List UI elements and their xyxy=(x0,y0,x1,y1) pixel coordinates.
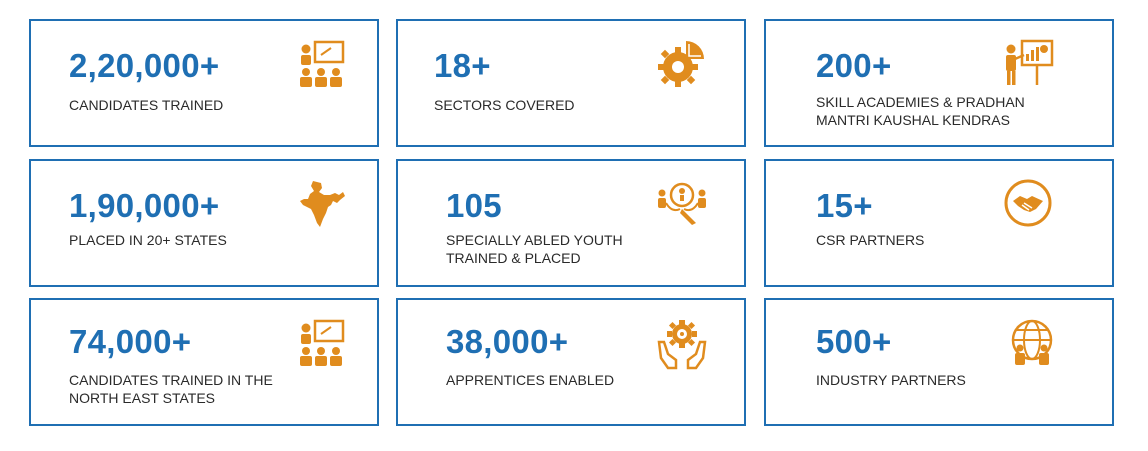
gear-pie-icon xyxy=(656,37,708,89)
stat-card-north-east: 74,000+ CANDIDATES TRAINED IN THE NORTH … xyxy=(29,298,379,426)
abled-youth-icon xyxy=(656,177,708,229)
stat-label: SKILL ACADEMIES & PRADHAN MANTRI KAUSHAL… xyxy=(816,94,1025,128)
stat-label: INDUSTRY PARTNERS xyxy=(816,372,966,388)
india-map-icon xyxy=(295,179,347,231)
stat-value: 38,000+ xyxy=(446,323,569,360)
stat-label: SECTORS COVERED xyxy=(434,97,575,113)
presentation-board-icon xyxy=(1002,37,1054,89)
stat-label: CANDIDATES TRAINED xyxy=(69,97,224,113)
stat-card-candidates-trained: 2,20,000+ CANDIDATES TRAINED xyxy=(29,19,379,147)
stat-card-placed-states: 1,90,000+ PLACED IN 20+ STATES xyxy=(29,159,379,287)
stat-label: CSR PARTNERS xyxy=(816,232,925,248)
stat-label: SPECIALLY ABLED YOUTH TRAINED & PLACED xyxy=(446,232,623,266)
stat-card-csr-partners: 15+ CSR PARTNERS xyxy=(764,159,1114,287)
stat-value: 500+ xyxy=(816,323,892,360)
globe-partners-icon xyxy=(1006,316,1058,368)
stat-card-sectors-covered: 18+ SECTORS COVERED xyxy=(396,19,746,147)
stat-card-industry-partners: 500+ INDUSTRY PARTNERS xyxy=(764,298,1114,426)
stat-card-specially-abled: 105 SPECIALLY ABLED YOUTH TRAINED & PLAC… xyxy=(396,159,746,287)
stat-value: 18+ xyxy=(434,47,491,84)
stat-value: 105 xyxy=(446,187,502,224)
handshake-icon xyxy=(1002,177,1054,229)
classroom-training-icon xyxy=(295,39,347,91)
stat-value: 2,20,000+ xyxy=(69,47,220,84)
stat-value: 74,000+ xyxy=(69,323,192,360)
stat-label: CANDIDATES TRAINED IN THE NORTH EAST STA… xyxy=(69,372,273,406)
stat-value: 15+ xyxy=(816,187,873,224)
stat-label: PLACED IN 20+ STATES xyxy=(69,232,227,248)
classroom-training-icon xyxy=(295,318,347,370)
hands-gear-icon xyxy=(656,318,708,370)
stat-card-skill-academies: 200+ SKILL ACADEMIES & PRADHAN MANTRI KA… xyxy=(764,19,1114,147)
stat-value: 200+ xyxy=(816,47,892,84)
stat-label: APPRENTICES ENABLED xyxy=(446,372,615,388)
stat-card-apprentices: 38,000+ APPRENTICES ENABLED xyxy=(396,298,746,426)
stat-value: 1,90,000+ xyxy=(69,187,220,224)
